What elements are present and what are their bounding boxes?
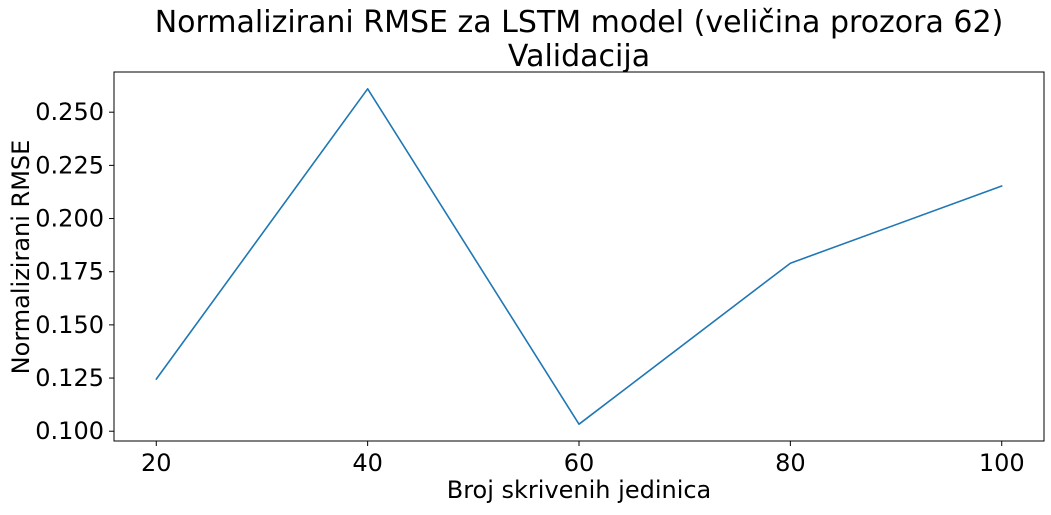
- y-tick-label: 0.175: [35, 258, 104, 286]
- chart-subtitle: Validacija: [508, 39, 650, 74]
- x-tick-label: 80: [775, 449, 806, 477]
- y-tick-label: 0.200: [35, 205, 104, 233]
- axes-frame: [113, 71, 1045, 442]
- x-axis-label: Broj skrivenih jedinica: [447, 476, 712, 504]
- chart-title: Normalizirani RMSE za LSTM model (veliči…: [155, 5, 1004, 40]
- y-tick-label: 0.225: [35, 151, 104, 179]
- plot-area: 20 40 60 80 100 0.100 0.125 0.150 0.175 0.200 0.22…: [35, 71, 1045, 477]
- x-tick-label: 60: [564, 449, 595, 477]
- x-tick-label: 100: [979, 449, 1025, 477]
- y-tick-label: 0.100: [35, 417, 104, 445]
- x-tick-label: 20: [141, 449, 172, 477]
- y-tick-label: 0.150: [35, 311, 104, 339]
- y-tick-label: 0.250: [35, 98, 104, 126]
- y-axis-label: Normalizirani RMSE: [7, 140, 35, 375]
- x-tick-label: 40: [352, 449, 383, 477]
- y-tick-label: 0.125: [35, 364, 104, 392]
- series-line: [155, 88, 1003, 425]
